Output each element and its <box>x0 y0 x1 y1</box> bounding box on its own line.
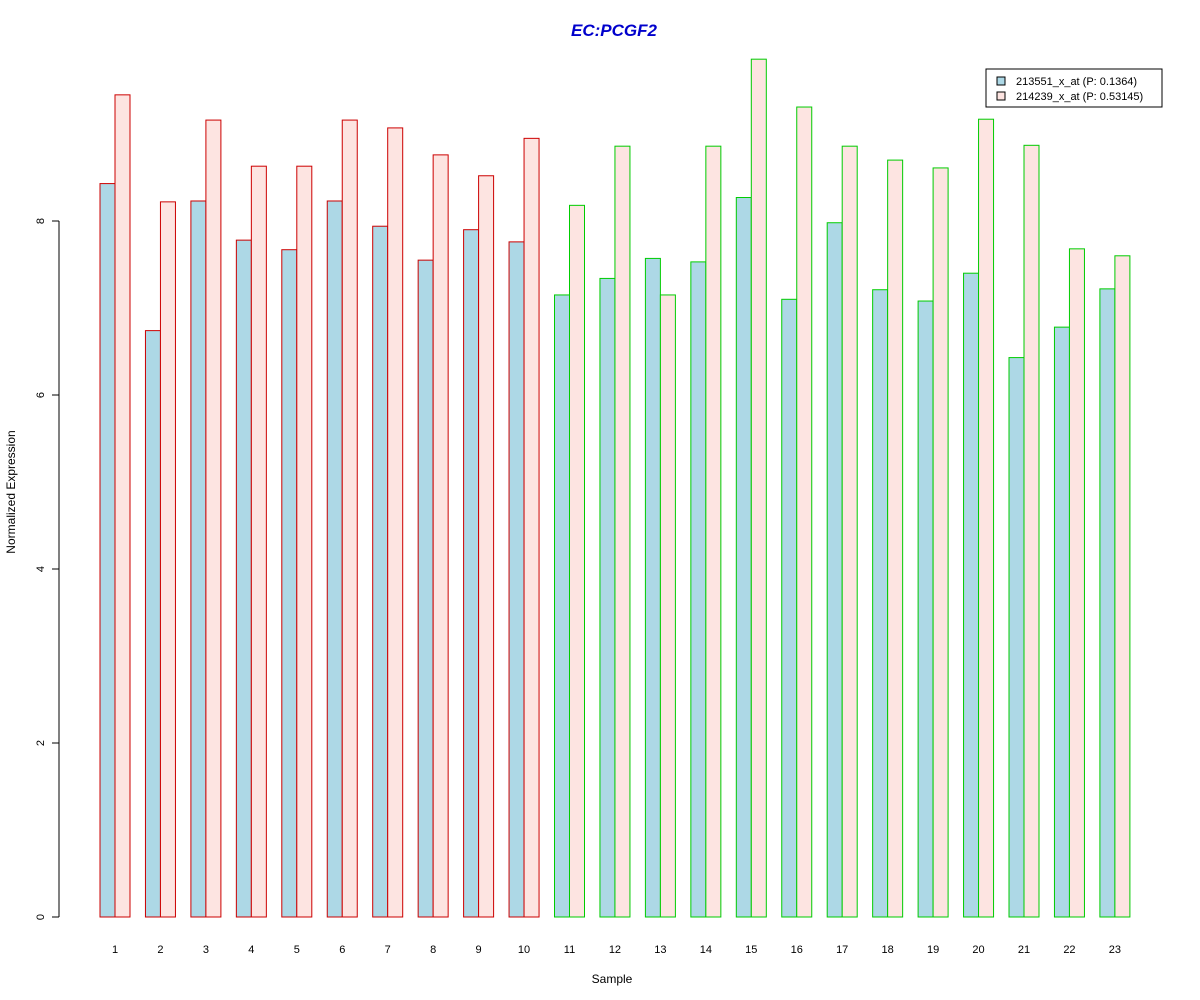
x-tick-label: 8 <box>430 944 436 956</box>
bar-sample-11-series-2 <box>569 204 585 918</box>
x-tick-label: 13 <box>654 944 666 956</box>
bar-sample-9-series-1 <box>463 229 480 918</box>
bar-sample-12-series-2 <box>614 145 631 918</box>
bar-sample-22-series-2 <box>1068 248 1085 918</box>
bar-sample-2-series-2 <box>159 201 176 918</box>
x-tick-labels: 1 2 3 4 5 6 7 8 9 10 11 12 13 14 15 16 17 18 19 20 21 22 23 <box>112 944 1121 956</box>
bar-sample-16-series-2 <box>796 106 813 918</box>
bar-sample-7-series-1 <box>372 225 389 918</box>
bar-sample-11-series-1 <box>554 294 570 918</box>
bar-sample-9-series-2 <box>478 175 495 918</box>
bar-sample-8-series-1 <box>417 259 434 918</box>
bar-sample-3-series-1 <box>190 200 207 918</box>
bar-sample-18-series-1 <box>872 289 889 918</box>
bar-sample-6-series-1 <box>326 200 343 918</box>
chart-title: EC:PCGF2 <box>571 21 658 40</box>
y-axis: 0 2 4 6 8 <box>35 218 60 920</box>
bar-sample-21-series-2 <box>1023 144 1040 918</box>
bar-sample-10-series-1 <box>508 241 525 918</box>
x-tick-label: 12 <box>609 944 621 956</box>
x-tick-label: 5 <box>294 944 300 956</box>
y-tick-label: 2 <box>35 740 47 746</box>
legend: 213551_x_at (P: 0.1364) 214239_x_at (P: … <box>985 68 1163 108</box>
x-tick-label: 15 <box>745 944 757 956</box>
x-tick-label: 19 <box>927 944 939 956</box>
bar-sample-8-series-2 <box>432 154 449 918</box>
bar-sample-15-series-2 <box>750 58 767 918</box>
x-tick-label: 16 <box>791 944 803 956</box>
bar-sample-1-series-1 <box>99 183 116 918</box>
x-tick-label: 10 <box>518 944 530 956</box>
legend-label-series-1: 213551_x_at (P: 0.1364) <box>1016 76 1137 88</box>
bar-sample-17-series-2 <box>841 145 858 918</box>
x-tick-label: 4 <box>248 944 254 956</box>
bar-sample-21-series-1 <box>1008 357 1025 918</box>
y-axis-label: Normalized Expression <box>4 430 18 553</box>
x-tick-label: 21 <box>1018 944 1030 956</box>
bar-sample-14-series-2 <box>705 145 722 918</box>
x-tick-label: 6 <box>339 944 345 956</box>
bar-sample-18-series-2 <box>887 159 904 918</box>
bar-sample-20-series-2 <box>978 118 995 918</box>
bar-sample-23-series-1 <box>1099 288 1116 918</box>
bar-sample-13-series-1 <box>644 257 661 918</box>
bar-sample-3-series-2 <box>205 119 222 918</box>
bar-sample-14-series-1 <box>690 261 707 918</box>
legend-box <box>985 68 1163 108</box>
x-axis-label: Sample <box>592 972 633 986</box>
bar-sample-23-series-2 <box>1114 255 1131 918</box>
legend-label-series-2: 214239_x_at (P: 0.53145) <box>1016 91 1143 103</box>
bar-sample-19-series-1 <box>917 300 934 918</box>
bar-sample-5-series-1 <box>281 249 298 918</box>
x-tick-label: 7 <box>385 944 391 956</box>
bar-sample-10-series-2 <box>523 137 540 918</box>
x-tick-label: 17 <box>836 944 848 956</box>
x-tick-label: 20 <box>972 944 984 956</box>
x-tick-label: 22 <box>1063 944 1075 956</box>
bar-sample-2-series-1 <box>144 330 161 918</box>
y-tick-label: 8 <box>35 218 47 224</box>
bar-sample-16-series-1 <box>781 298 798 918</box>
bar-sample-12-series-1 <box>599 277 616 918</box>
x-tick-label: 9 <box>476 944 482 956</box>
bar-sample-5-series-2 <box>296 165 313 918</box>
x-tick-label: 11 <box>564 944 575 956</box>
bar-sample-4-series-2 <box>250 165 267 918</box>
bar-sample-7-series-2 <box>387 127 404 918</box>
bar-sample-19-series-2 <box>932 167 949 918</box>
y-tick-label: 6 <box>35 392 47 398</box>
y-tick-label: 4 <box>35 566 47 572</box>
bars <box>99 58 1131 918</box>
bar-sample-13-series-2 <box>659 294 676 918</box>
x-tick-label: 23 <box>1109 944 1121 956</box>
bar-sample-22-series-1 <box>1053 326 1070 918</box>
bar-sample-1-series-2 <box>114 94 131 918</box>
x-tick-label: 18 <box>882 944 894 956</box>
bar-sample-4-series-1 <box>235 239 252 918</box>
x-tick-label: 2 <box>157 944 163 956</box>
x-tick-label: 1 <box>112 944 118 956</box>
bar-sample-20-series-1 <box>963 272 980 918</box>
legend-swatch-series-2 <box>996 91 1006 101</box>
legend-swatch-series-1 <box>996 76 1006 86</box>
x-tick-label: 3 <box>203 944 209 956</box>
bar-sample-15-series-1 <box>735 197 752 918</box>
bar-sample-17-series-1 <box>826 222 843 918</box>
bar-sample-6-series-2 <box>341 119 358 918</box>
y-tick-label: 0 <box>35 914 47 920</box>
x-tick-label: 14 <box>700 944 712 956</box>
